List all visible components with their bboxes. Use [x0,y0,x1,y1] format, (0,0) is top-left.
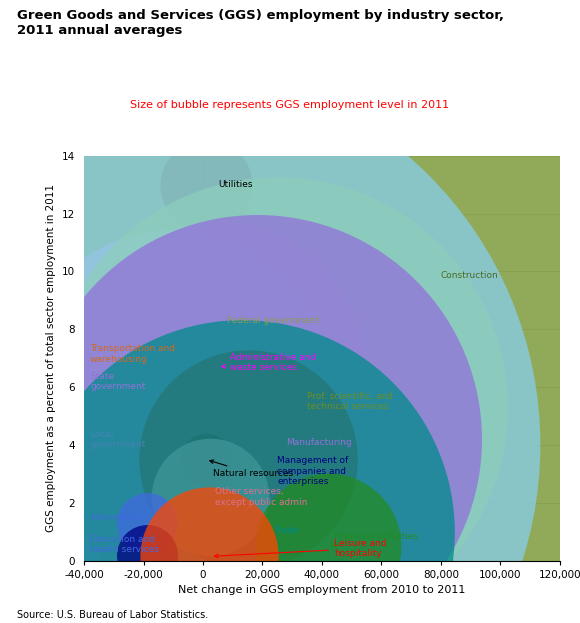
Text: Information: Information [90,513,143,522]
Text: Trade: Trade [274,526,299,535]
Text: Green Goods and Services (GGS) employment by industry sector,
2011 annual averag: Green Goods and Services (GGS) employmen… [17,9,505,37]
Text: Leisure and
hospitality: Leisure and hospitality [215,539,386,558]
Text: Source: U.S. Bureau of Labor Statistics.: Source: U.S. Bureau of Labor Statistics. [17,610,209,620]
Text: Management of
companies and
enterprises: Management of companies and enterprises [277,456,349,486]
Point [201,179,211,189]
Text: Transportation and
warehousing: Transportation and warehousing [90,344,175,364]
Point [237,527,246,537]
Text: Natural resources: Natural resources [210,460,293,478]
X-axis label: Net change in GGS employment from 2010 to 2011: Net change in GGS employment from 2010 t… [178,585,466,596]
Point [154,440,163,450]
Y-axis label: GGS employment as a percent of total sector employment in 2011: GGS employment as a percent of total sec… [46,184,56,532]
Text: Prof. scientific, and
technical services: Prof. scientific, and technical services [307,392,393,411]
Point [207,318,216,328]
Point [206,492,215,502]
Point [213,362,223,372]
Point [505,287,514,297]
Point [204,551,213,561]
Point [243,455,252,465]
Point [142,550,151,560]
Point [323,541,332,551]
Text: Financial activities: Financial activities [332,531,418,546]
Point [175,356,184,366]
Text: State
government: State government [90,372,146,391]
Text: Federal government: Federal government [227,316,318,325]
Text: Utilities: Utilities [218,180,252,189]
Point [252,434,261,444]
Text: Size of bubble represents GGS employment level in 2011: Size of bubble represents GGS employment… [130,100,450,110]
Point [201,455,211,465]
Text: Construction: Construction [441,271,499,280]
Text: Manufacturing: Manufacturing [286,437,352,447]
Text: Other services,
except public admin: Other services, except public admin [215,487,307,506]
Text: Administrative and
waste services: Administrative and waste services [222,353,316,373]
Point [273,402,282,412]
Text: Education and
health services: Education and health services [90,535,159,554]
Point [169,379,178,389]
Text: Local
government: Local government [90,429,146,449]
Point [142,518,151,528]
